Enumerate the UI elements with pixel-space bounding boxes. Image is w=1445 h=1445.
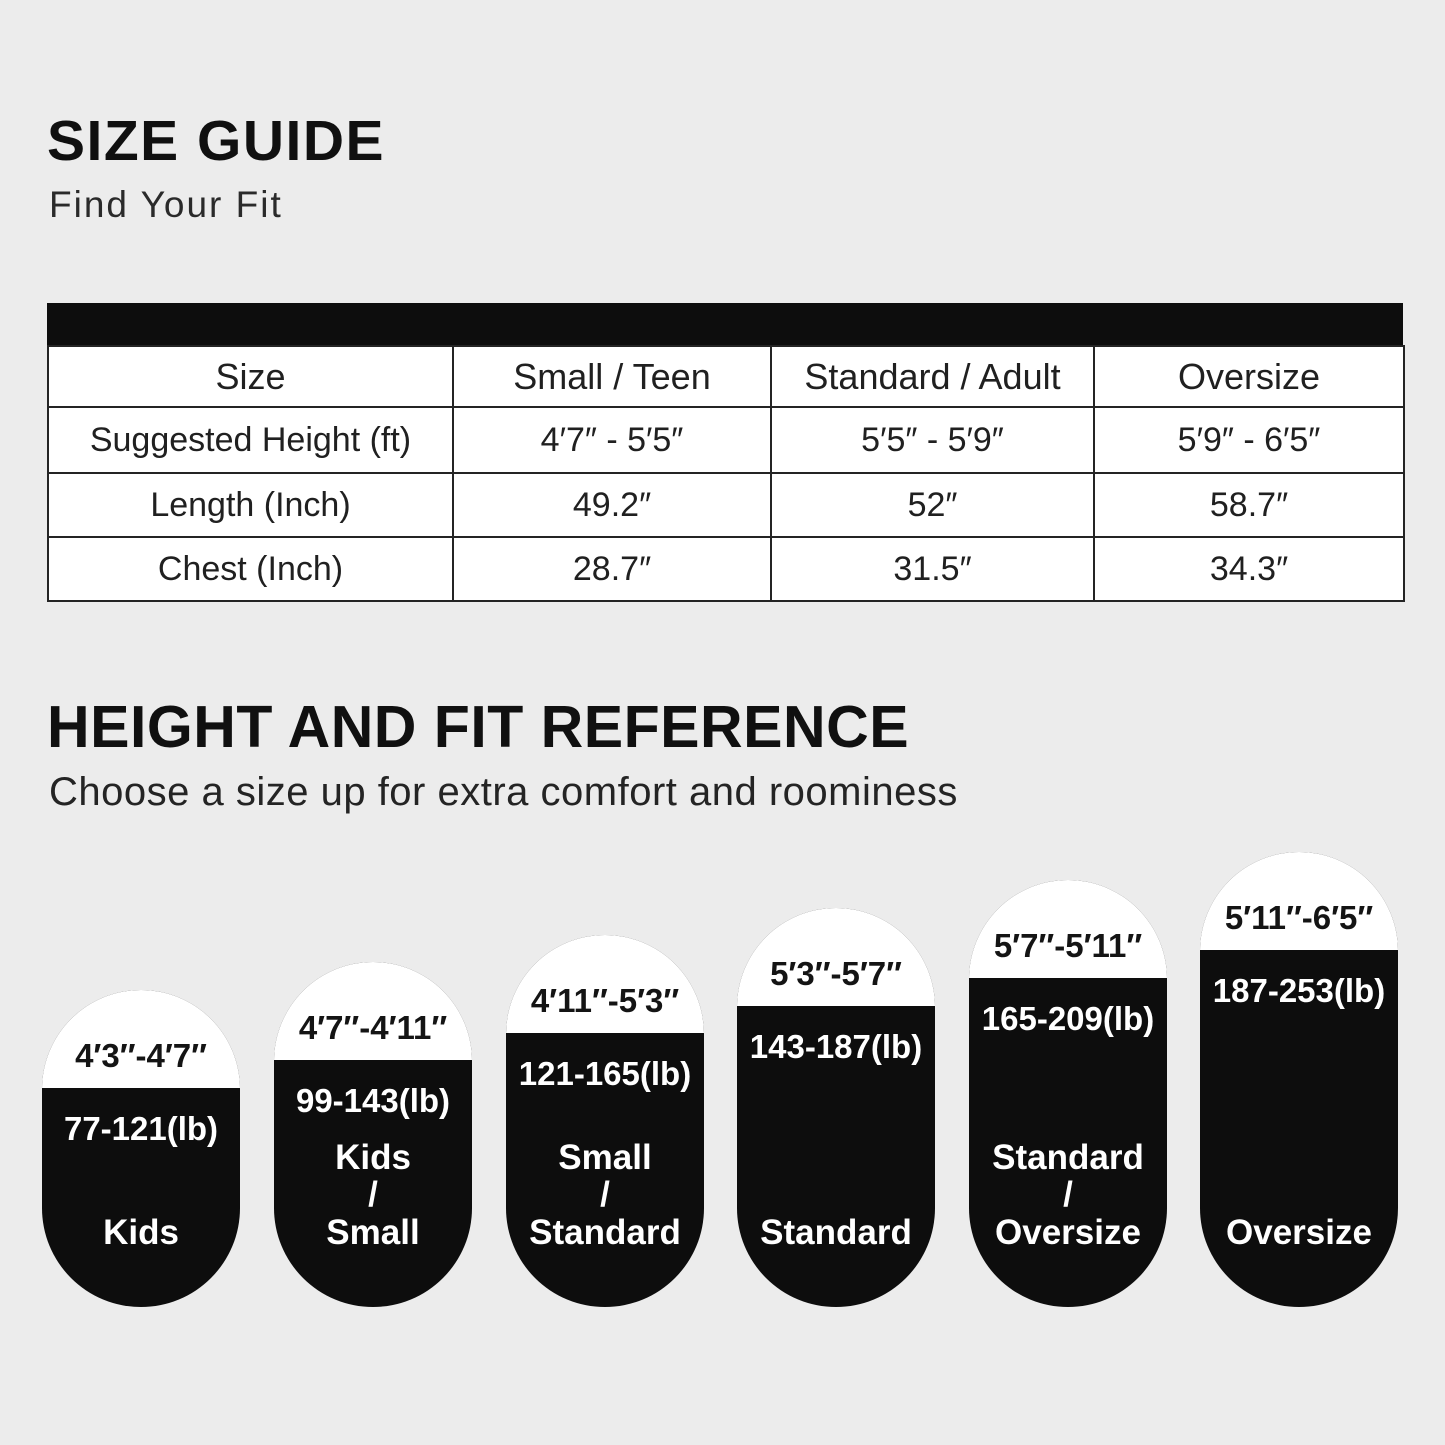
table-row-chest: Chest (Inch) 28.7″ 31.5″ 34.3″ xyxy=(47,536,1405,602)
size-pill-kids-small: 4′7″-4′11″ 99-143(lb) Kids / Small xyxy=(274,962,472,1307)
weight-range-label: 121-165(lb) xyxy=(518,1055,692,1092)
height-range-label: 4′7″-4′11″ xyxy=(298,1009,448,1046)
size-pill-oversize: 5′11″-6′5″ 187-253(lb) Oversize xyxy=(1200,852,1398,1307)
pill-white-cap: 4′7″-4′11″ xyxy=(274,962,472,1060)
col-header-small-teen: Small / Teen xyxy=(452,345,772,408)
fit-reference-subtitle: Choose a size up for extra comfort and r… xyxy=(49,770,958,814)
height-range-label: 5′7″-5′11″ xyxy=(993,927,1143,964)
weight-range-label: 165-209(lb) xyxy=(981,1000,1155,1037)
weight-range-label: 99-143(lb) xyxy=(295,1082,451,1119)
row-label: Chest (Inch) xyxy=(47,536,454,602)
pill-white-cap: 5′7″-5′11″ xyxy=(969,880,1167,978)
col-header-standard-adult: Standard / Adult xyxy=(770,345,1095,408)
size-pill-standard-oversize: 5′7″-5′11″ 165-209(lb) Standard / Oversi… xyxy=(969,880,1167,1307)
cell-value: 49.2″ xyxy=(452,472,772,538)
cell-value: 52″ xyxy=(770,472,1095,538)
cell-value: 34.3″ xyxy=(1093,536,1405,602)
weight-range-label: 77-121(lb) xyxy=(63,1110,219,1147)
row-label: Suggested Height (ft) xyxy=(47,406,454,474)
table-header-bar xyxy=(47,303,1403,345)
size-pill-kids: 4′3″-4′7″ 77-121(lb) Kids xyxy=(42,990,240,1307)
table-header-row: Size Small / Teen Standard / Adult Overs… xyxy=(47,345,1405,408)
cell-value: 5′5″ - 5′9″ xyxy=(770,406,1095,474)
table-row-length: Length (Inch) 49.2″ 52″ 58.7″ xyxy=(47,472,1405,538)
size-pill-small-standard: 4′11″-5′3″ 121-165(lb) Small / Standard xyxy=(506,935,704,1307)
size-name-label: Kids xyxy=(103,1212,179,1252)
size-table-grid: Size Small / Teen Standard / Adult Overs… xyxy=(47,345,1405,602)
size-pill-standard: 5′3″-5′7″ 143-187(lb) Standard xyxy=(737,908,935,1307)
pill-white-cap: 4′11″-5′3″ xyxy=(506,935,704,1033)
size-name-label: Standard / Oversize xyxy=(992,1137,1144,1252)
size-name-label: Kids / Small xyxy=(326,1137,420,1252)
pill-white-cap: 5′3″-5′7″ xyxy=(737,908,935,1006)
cell-value: 28.7″ xyxy=(452,536,772,602)
weight-range-label: 187-253(lb) xyxy=(1212,972,1386,1009)
size-name-label: Small / Standard xyxy=(529,1137,681,1252)
table-row-suggested-height: Suggested Height (ft) 4′7″ - 5′5″ 5′5″ -… xyxy=(47,406,1405,474)
cell-value: 31.5″ xyxy=(770,536,1095,602)
col-header-oversize: Oversize xyxy=(1093,345,1405,408)
height-range-label: 4′3″-4′7″ xyxy=(75,1037,207,1074)
pill-white-cap: 4′3″-4′7″ xyxy=(42,990,240,1088)
height-range-label: 5′11″-6′5″ xyxy=(1224,899,1374,936)
height-range-label: 4′11″-5′3″ xyxy=(530,982,680,1019)
size-name-label: Standard xyxy=(760,1212,912,1252)
cell-value: 5′9″ - 6′5″ xyxy=(1093,406,1405,474)
size-name-label: Oversize xyxy=(1226,1212,1372,1252)
cell-value: 4′7″ - 5′5″ xyxy=(452,406,772,474)
height-range-label: 5′3″-5′7″ xyxy=(770,955,902,992)
size-guide-title: SIZE GUIDE xyxy=(47,109,386,173)
size-guide-subtitle: Find Your Fit xyxy=(49,184,283,225)
pill-white-cap: 5′11″-6′5″ xyxy=(1200,852,1398,950)
weight-range-label: 143-187(lb) xyxy=(749,1028,923,1065)
col-header-size: Size xyxy=(47,345,454,408)
row-label: Length (Inch) xyxy=(47,472,454,538)
fit-reference-title: HEIGHT AND FIT REFERENCE xyxy=(47,694,910,760)
size-table: Size Small / Teen Standard / Adult Overs… xyxy=(47,303,1405,602)
cell-value: 58.7″ xyxy=(1093,472,1405,538)
